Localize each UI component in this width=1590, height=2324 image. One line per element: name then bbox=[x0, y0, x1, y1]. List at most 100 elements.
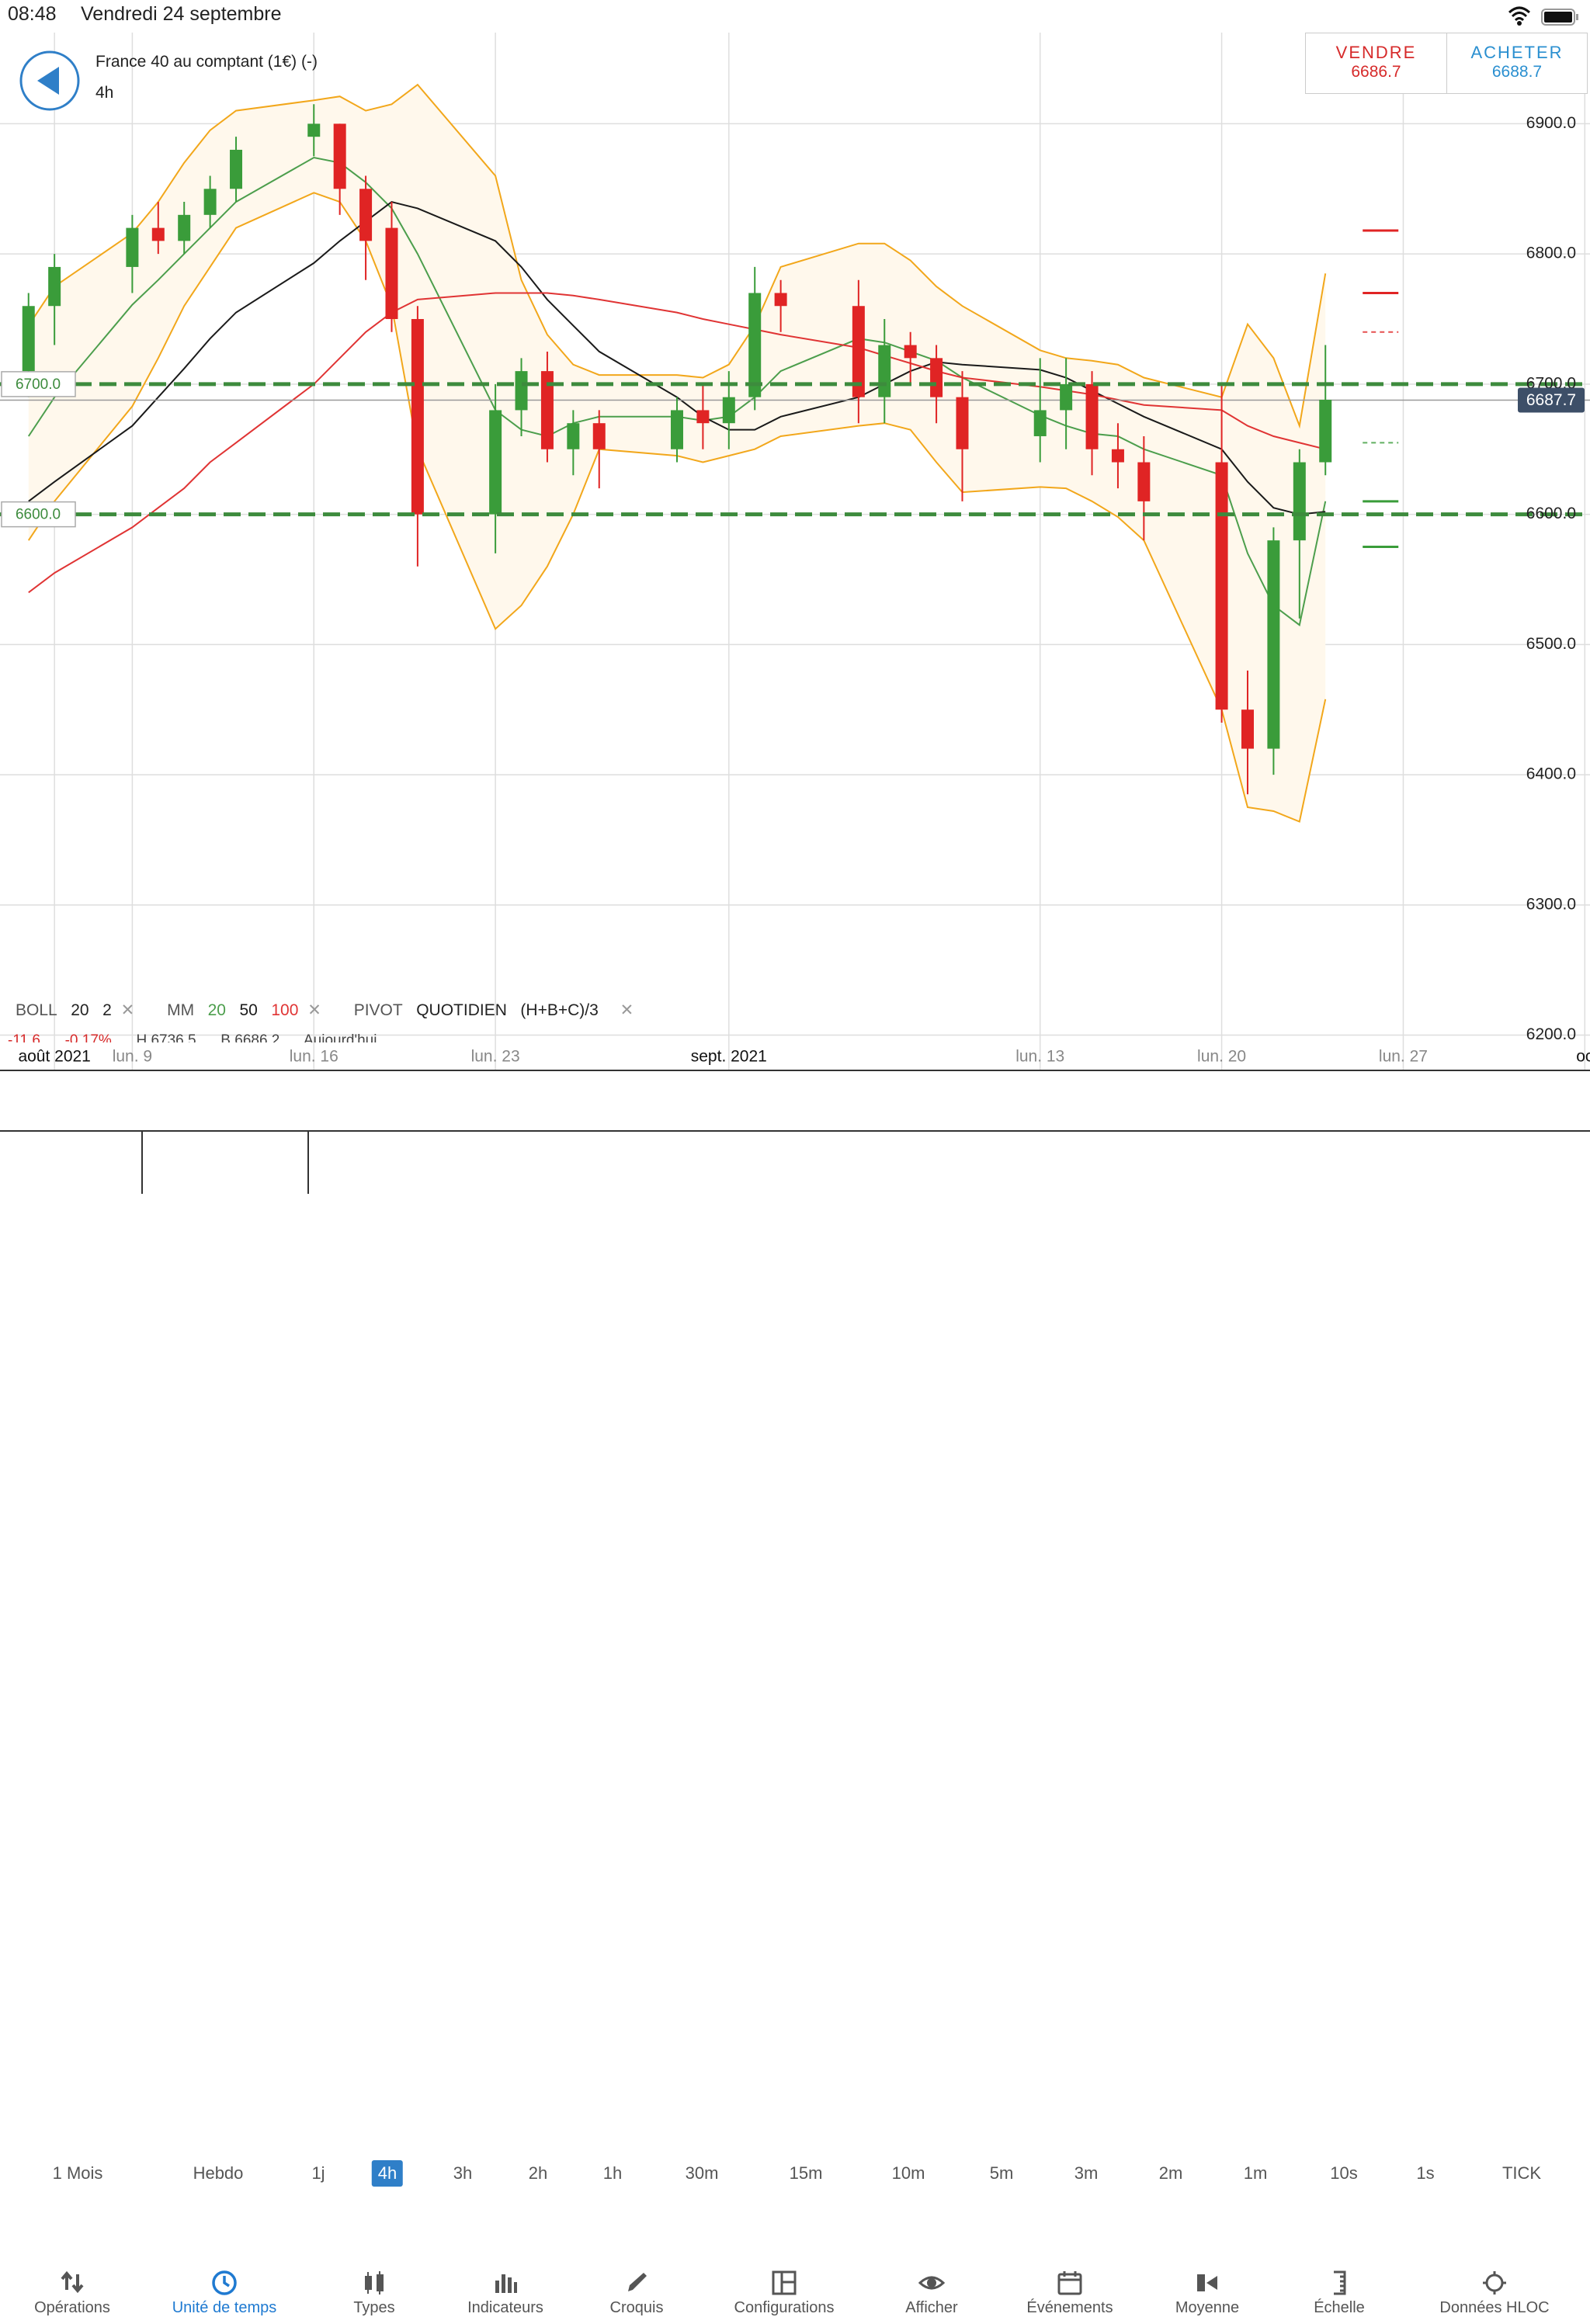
toolbar-label: Configurations bbox=[734, 2299, 835, 2316]
toolbar-button[interactable]: Échelle bbox=[1269, 2263, 1409, 2324]
toolbar-label: Types bbox=[353, 2299, 395, 2316]
toolbar-button[interactable]: Types bbox=[304, 2263, 444, 2324]
timeframe-option[interactable]: 10m bbox=[891, 2163, 925, 2183]
instrument-title: France 40 au comptant (1€) (-) bbox=[95, 53, 318, 71]
timeframe-option[interactable]: 1m bbox=[1243, 2163, 1268, 2183]
boll-label: BOLL bbox=[16, 1001, 57, 1019]
toolbar-label: Afficher bbox=[905, 2299, 958, 2316]
status-time: 08:48 bbox=[8, 3, 57, 25]
remove-pivot[interactable]: ✕ bbox=[620, 1001, 634, 1019]
quote-box: VENDRE 6686.7 ACHETER 6688.7 bbox=[1305, 33, 1588, 94]
price-chart: 6700.0 6600.0 6200.0 6300.0 6400.0 6500.0 6600… bbox=[0, 33, 1590, 1070]
level-label: 6700.0 bbox=[16, 376, 61, 393]
candle-body bbox=[567, 423, 580, 449]
candle-body bbox=[411, 319, 424, 515]
candle-body bbox=[307, 123, 321, 137]
x-tick-label: oc bbox=[1576, 1048, 1590, 1066]
pivot-mode: QUOTIDIEN bbox=[416, 1001, 507, 1019]
sell-label: VENDRE bbox=[1335, 43, 1417, 62]
y-tick-label: 6200.0 bbox=[1526, 1025, 1576, 1043]
candle-body bbox=[515, 371, 528, 411]
timeframe-option[interactable]: 10s bbox=[1330, 2163, 1358, 2183]
candle-body bbox=[722, 397, 735, 424]
summary-row: -11.6 -0.17% H 6736.5 B 6686.2 Aujourd'h… bbox=[8, 1032, 377, 1042]
last-price-badge bbox=[1518, 387, 1585, 413]
timeframe-option[interactable]: 2m bbox=[1158, 2163, 1183, 2183]
candle-body bbox=[878, 345, 891, 397]
timeframe-option[interactable]: 1j bbox=[311, 2163, 325, 2183]
toolbar-button[interactable]: Événements bbox=[1000, 2263, 1140, 2324]
timeframe-option[interactable]: 1h bbox=[602, 2163, 623, 2183]
remove-mm[interactable]: ✕ bbox=[307, 1001, 321, 1019]
candle-body bbox=[670, 410, 683, 449]
candle-body bbox=[1060, 383, 1073, 411]
change: -11.6 bbox=[8, 1032, 40, 1042]
candle-body bbox=[359, 189, 373, 241]
toolbar-button[interactable]: Indicateurs bbox=[436, 2263, 575, 2324]
indicator-legend: BOLL 20 2 ✕ MM 20 50 100 ✕ PIVOT QUOTIDI… bbox=[16, 1001, 634, 1020]
timeframe-option[interactable]: 30m bbox=[685, 2163, 719, 2183]
level-label: 6600.0 bbox=[16, 507, 61, 523]
toolbar-icon bbox=[212, 2270, 237, 2295]
toolbar-button[interactable]: Opérations bbox=[2, 2263, 142, 2324]
candle-body bbox=[748, 293, 762, 397]
candle-body bbox=[904, 345, 917, 359]
y-tick-label: 6500.0 bbox=[1526, 635, 1576, 653]
sell-button[interactable]: VENDRE 6686.7 bbox=[1306, 33, 1447, 93]
timeframe-option[interactable]: 2h bbox=[528, 2163, 548, 2183]
timeframe-option[interactable]: 5m bbox=[989, 2163, 1014, 2183]
mm-period: 100 bbox=[271, 1001, 299, 1019]
candle-body bbox=[1137, 462, 1151, 501]
candle-body bbox=[126, 227, 139, 267]
toolbar-icon bbox=[1334, 2270, 1346, 2295]
candle-body bbox=[1215, 462, 1228, 710]
mm-period: 20 bbox=[207, 1001, 226, 1019]
timeframe-option[interactable]: Hebdo bbox=[193, 2163, 244, 2183]
timeframe-option[interactable]: 1 Mois bbox=[52, 2163, 103, 2183]
toolbar-button[interactable]: Moyenne bbox=[1137, 2263, 1277, 2324]
timeframe-option[interactable]: 1s bbox=[1416, 2163, 1435, 2183]
day-high: H 6736.5 bbox=[136, 1032, 196, 1042]
toolbar-icon bbox=[772, 2270, 797, 2295]
toolbar-button[interactable]: Croquis bbox=[567, 2263, 706, 2324]
mm-label: MM bbox=[167, 1001, 195, 1019]
toolbar-icon bbox=[495, 2274, 517, 2293]
toolbar: Opérations Unité de temps Types Indicateurs… bbox=[0, 1130, 1590, 2316]
candle-body bbox=[1033, 410, 1047, 436]
buy-button[interactable]: ACHETER 6688.7 bbox=[1447, 33, 1587, 93]
x-tick-label: lun. 23 bbox=[471, 1048, 520, 1066]
candle-body bbox=[1085, 383, 1099, 449]
timeframe-label: 4h bbox=[95, 84, 114, 102]
toolbar-label: Unité de temps bbox=[172, 2299, 277, 2316]
timeframe-option[interactable]: 15m bbox=[789, 2163, 823, 2183]
toolbar-button[interactable]: Données HLOC bbox=[1425, 2263, 1564, 2324]
candle-body bbox=[930, 358, 943, 397]
toolbar-label: Opérations bbox=[34, 2299, 110, 2316]
candle-body bbox=[592, 423, 606, 449]
boll-deviation: 2 bbox=[102, 1001, 112, 1019]
status-icons bbox=[1508, 6, 1578, 26]
buy-price: 6688.7 bbox=[1491, 63, 1543, 81]
toolbar-button[interactable]: Unité de temps bbox=[154, 2263, 294, 2324]
timeframe-option[interactable]: 4h bbox=[371, 2160, 404, 2187]
pivot-formula: (H+B+C)/3 bbox=[520, 1001, 599, 1019]
timeframe-option[interactable]: 3m bbox=[1074, 2163, 1099, 2183]
y-tick-label: 6400.0 bbox=[1526, 765, 1576, 783]
candle-body bbox=[230, 149, 243, 189]
candle-body bbox=[852, 306, 865, 397]
toolbar-icon bbox=[1197, 2274, 1217, 2291]
axis-divider bbox=[0, 1070, 1590, 1071]
timeframe-option[interactable]: TICK bbox=[1501, 2163, 1542, 2183]
remove-boll[interactable]: ✕ bbox=[120, 1001, 135, 1019]
timeframe-option[interactable]: 3h bbox=[453, 2163, 473, 2183]
toolbar-icon bbox=[628, 2273, 647, 2291]
back-button[interactable] bbox=[19, 50, 81, 112]
y-tick-label: 6800.0 bbox=[1526, 245, 1576, 262]
toolbar-button[interactable]: Afficher bbox=[862, 2263, 1002, 2324]
status-date: Vendredi 24 septembre bbox=[81, 3, 282, 25]
candle-body bbox=[385, 227, 398, 320]
candle-body bbox=[22, 306, 35, 372]
mm-period: 50 bbox=[239, 1001, 258, 1019]
toolbar-button[interactable]: Configurations bbox=[714, 2263, 854, 2324]
toolbar-label: Échelle bbox=[1314, 2299, 1365, 2316]
